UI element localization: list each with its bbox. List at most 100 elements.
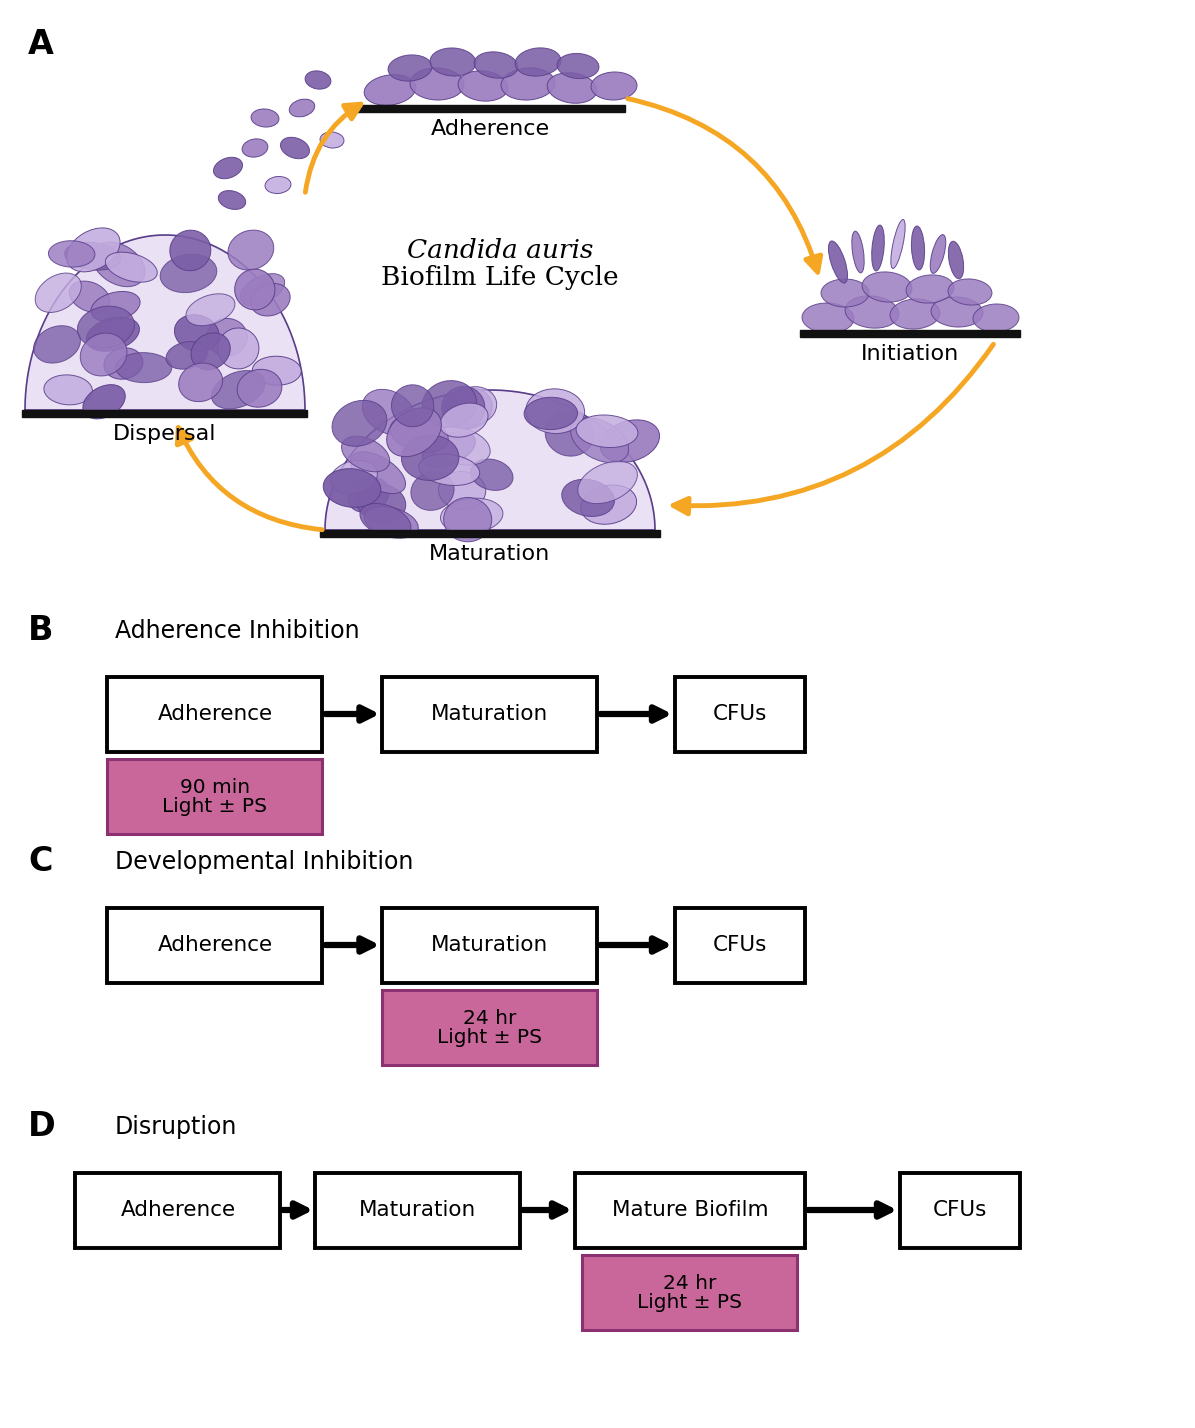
Ellipse shape	[357, 484, 406, 523]
Ellipse shape	[931, 297, 983, 327]
Text: Maturation: Maturation	[360, 1200, 477, 1220]
Ellipse shape	[526, 388, 584, 434]
Ellipse shape	[65, 243, 121, 270]
Text: Light ± PS: Light ± PS	[163, 797, 268, 815]
Ellipse shape	[35, 273, 81, 313]
Ellipse shape	[422, 381, 477, 427]
FancyBboxPatch shape	[108, 677, 323, 751]
Ellipse shape	[973, 304, 1019, 333]
Ellipse shape	[217, 328, 259, 368]
Ellipse shape	[166, 341, 207, 370]
Text: 24 hr: 24 hr	[663, 1274, 717, 1292]
Ellipse shape	[581, 486, 637, 524]
Text: Adherence: Adherence	[158, 935, 272, 955]
Bar	[355, 106, 625, 111]
Ellipse shape	[422, 431, 476, 467]
Text: Adherence: Adherence	[121, 1200, 235, 1220]
Ellipse shape	[852, 231, 864, 273]
FancyArrowPatch shape	[600, 938, 666, 951]
Ellipse shape	[305, 71, 331, 89]
FancyBboxPatch shape	[582, 1255, 797, 1329]
Ellipse shape	[80, 333, 127, 376]
Ellipse shape	[49, 241, 94, 267]
Ellipse shape	[912, 226, 925, 270]
Ellipse shape	[576, 416, 638, 447]
Ellipse shape	[411, 471, 454, 510]
Ellipse shape	[439, 471, 485, 510]
Ellipse shape	[251, 109, 278, 127]
Ellipse shape	[170, 230, 210, 271]
Ellipse shape	[265, 177, 290, 194]
Polygon shape	[25, 236, 305, 410]
Ellipse shape	[441, 498, 503, 533]
Ellipse shape	[592, 71, 637, 100]
Ellipse shape	[501, 69, 554, 100]
Ellipse shape	[562, 480, 614, 517]
Ellipse shape	[82, 384, 125, 418]
FancyBboxPatch shape	[382, 908, 598, 982]
Ellipse shape	[251, 284, 290, 316]
Ellipse shape	[342, 436, 390, 471]
Ellipse shape	[69, 281, 110, 313]
Text: A: A	[27, 29, 54, 61]
Ellipse shape	[949, 241, 963, 278]
Ellipse shape	[802, 303, 854, 333]
Ellipse shape	[828, 241, 847, 283]
Ellipse shape	[160, 254, 216, 293]
Ellipse shape	[332, 400, 387, 447]
Text: 24 hr: 24 hr	[464, 1010, 516, 1028]
Ellipse shape	[234, 268, 275, 310]
Ellipse shape	[440, 403, 488, 437]
Ellipse shape	[392, 384, 434, 427]
Ellipse shape	[890, 298, 940, 328]
Ellipse shape	[364, 74, 416, 106]
FancyBboxPatch shape	[108, 760, 323, 834]
Text: Dispersal: Dispersal	[114, 424, 216, 444]
Ellipse shape	[67, 228, 121, 271]
Ellipse shape	[92, 241, 145, 287]
Text: CFUs: CFUs	[712, 704, 767, 724]
FancyBboxPatch shape	[382, 990, 598, 1065]
Bar	[23, 410, 307, 417]
Text: Biofilm Life Cycle: Biofilm Life Cycle	[381, 266, 619, 290]
Ellipse shape	[388, 54, 431, 81]
Text: Disruption: Disruption	[115, 1115, 238, 1140]
Ellipse shape	[240, 274, 284, 306]
Ellipse shape	[362, 390, 416, 436]
Ellipse shape	[821, 278, 869, 307]
Ellipse shape	[86, 317, 140, 351]
Ellipse shape	[179, 363, 222, 401]
Ellipse shape	[281, 137, 310, 159]
FancyArrowPatch shape	[306, 104, 361, 193]
Ellipse shape	[871, 226, 884, 271]
Ellipse shape	[545, 411, 594, 456]
Ellipse shape	[350, 451, 405, 494]
Text: Light ± PS: Light ± PS	[437, 1028, 543, 1047]
Ellipse shape	[214, 157, 243, 178]
Text: Maturation: Maturation	[431, 704, 549, 724]
FancyArrowPatch shape	[325, 938, 373, 951]
Ellipse shape	[418, 454, 479, 486]
FancyArrowPatch shape	[600, 707, 666, 721]
Ellipse shape	[364, 507, 418, 538]
Ellipse shape	[442, 387, 485, 430]
Ellipse shape	[571, 418, 629, 463]
Ellipse shape	[237, 370, 282, 407]
Text: C: C	[27, 845, 53, 878]
Text: Maturation: Maturation	[429, 544, 551, 564]
Text: Initiation: Initiation	[860, 344, 960, 364]
Text: Adherence Inhibition: Adherence Inhibition	[115, 618, 360, 643]
Ellipse shape	[348, 477, 390, 513]
Ellipse shape	[458, 71, 508, 101]
Bar	[320, 530, 660, 537]
Ellipse shape	[547, 73, 596, 103]
Text: Adherence: Adherence	[158, 704, 272, 724]
FancyArrowPatch shape	[177, 427, 323, 530]
Ellipse shape	[212, 370, 265, 408]
Ellipse shape	[228, 230, 274, 270]
FancyArrowPatch shape	[808, 1204, 890, 1217]
Ellipse shape	[174, 314, 219, 351]
Ellipse shape	[186, 294, 235, 326]
Ellipse shape	[577, 461, 637, 504]
Ellipse shape	[845, 296, 899, 328]
